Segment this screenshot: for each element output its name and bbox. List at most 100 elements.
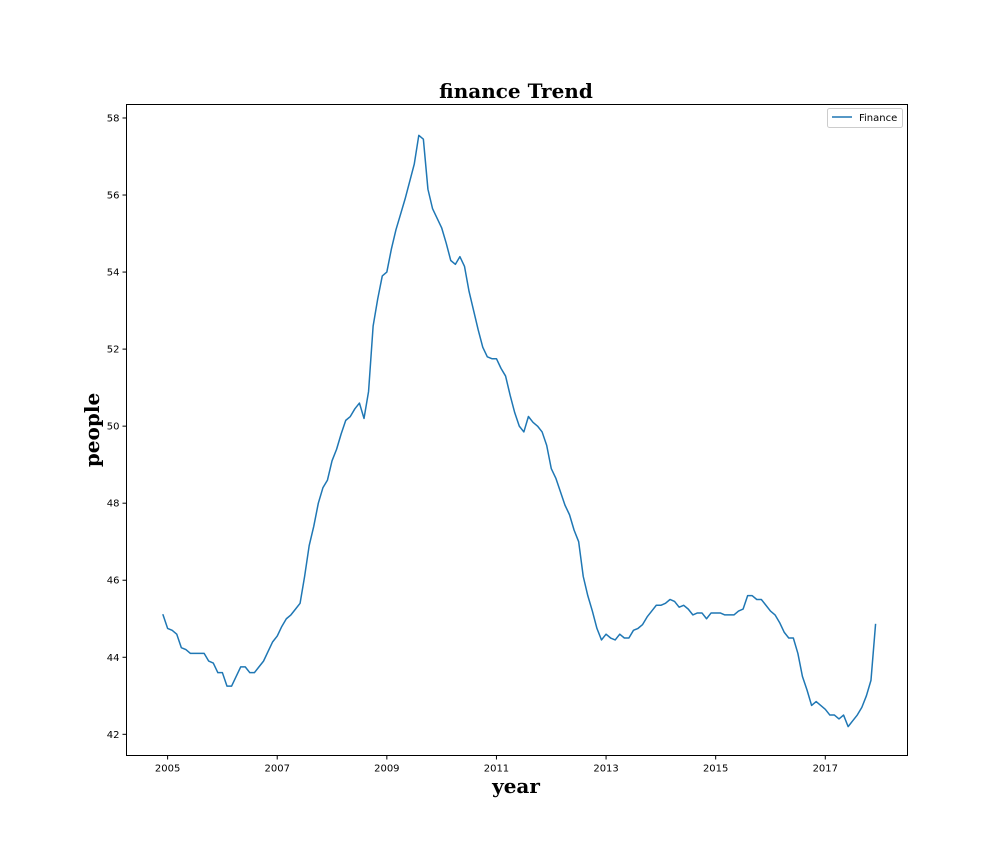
data-point xyxy=(788,637,790,639)
data-point xyxy=(820,705,822,707)
data-point xyxy=(427,188,429,190)
data-point xyxy=(765,604,767,606)
data-point xyxy=(354,408,356,410)
data-point xyxy=(596,628,598,630)
data-point xyxy=(619,633,621,635)
data-point xyxy=(226,685,228,687)
data-point xyxy=(578,541,580,543)
data-point xyxy=(496,358,498,360)
y-axis-label: people xyxy=(80,393,104,467)
data-point xyxy=(423,138,425,140)
data-point xyxy=(697,612,699,614)
data-point xyxy=(715,612,717,614)
x-axis: 2005 2007 2009 2011 2013 2015 2017 xyxy=(155,755,838,775)
x-tick-label: 2015 xyxy=(703,764,728,775)
data-point xyxy=(628,637,630,639)
data-point xyxy=(240,666,242,668)
data-point xyxy=(267,651,269,653)
data-point xyxy=(742,608,744,610)
data-point xyxy=(815,701,817,703)
x-tick-label: 2007 xyxy=(264,764,289,775)
data-point xyxy=(212,662,214,664)
data-point xyxy=(706,618,708,620)
data-point xyxy=(295,608,297,610)
x-tick-label: 2005 xyxy=(155,764,180,775)
data-point xyxy=(231,685,233,687)
y-tick-label: 52 xyxy=(107,345,120,356)
data-point xyxy=(550,468,552,470)
data-point xyxy=(797,653,799,655)
data-point xyxy=(637,628,639,630)
data-point xyxy=(573,529,575,531)
data-point xyxy=(345,420,347,422)
data-point xyxy=(605,633,607,635)
data-point xyxy=(464,265,466,267)
data-point xyxy=(546,445,548,447)
data-point xyxy=(299,603,301,605)
data-point xyxy=(441,227,443,229)
data-point xyxy=(806,689,808,691)
legend-box xyxy=(827,108,903,128)
data-point xyxy=(509,395,511,397)
legend-label-finance: Finance xyxy=(859,113,897,124)
data-point xyxy=(751,595,753,597)
data-point xyxy=(856,714,858,716)
data-point xyxy=(308,545,310,547)
data-point xyxy=(203,653,205,655)
series-line-finance xyxy=(162,134,877,728)
data-point xyxy=(350,416,352,418)
data-point xyxy=(167,628,169,630)
data-point xyxy=(340,433,342,435)
data-point xyxy=(313,526,315,528)
data-point xyxy=(194,653,196,655)
data-point xyxy=(217,672,219,674)
data-point xyxy=(491,358,493,360)
y-tick-label: 56 xyxy=(107,191,120,202)
data-point xyxy=(222,672,224,674)
data-point xyxy=(560,491,562,493)
data-point xyxy=(633,630,635,632)
data-point xyxy=(418,135,420,137)
data-point xyxy=(687,608,689,610)
data-point xyxy=(455,264,457,266)
y-tick-label: 42 xyxy=(107,730,120,741)
plot-frame xyxy=(126,104,908,756)
data-point xyxy=(181,647,183,649)
data-point xyxy=(505,375,507,377)
x-tick-label: 2013 xyxy=(593,764,618,775)
data-point xyxy=(537,425,539,427)
data-point xyxy=(592,610,594,612)
data-point xyxy=(514,412,516,414)
data-point xyxy=(646,616,648,618)
x-tick-label: 2011 xyxy=(484,764,509,775)
data-point xyxy=(377,298,379,300)
chart-title: finance Trend xyxy=(439,79,593,103)
data-point xyxy=(404,198,406,200)
data-point xyxy=(770,610,772,612)
data-point xyxy=(482,346,484,348)
data-point xyxy=(838,718,840,720)
data-point xyxy=(843,714,845,716)
y-tick-label: 46 xyxy=(107,576,120,587)
data-point xyxy=(281,626,283,628)
data-point xyxy=(733,614,735,616)
data-point xyxy=(738,610,740,612)
data-point xyxy=(409,181,411,183)
data-point xyxy=(263,660,265,662)
data-point xyxy=(445,242,447,244)
data-point xyxy=(829,714,831,716)
legend: Finance xyxy=(827,108,903,128)
data-point xyxy=(381,275,383,277)
data-point xyxy=(656,604,658,606)
data-point xyxy=(710,612,712,614)
data-point xyxy=(541,431,543,433)
data-point xyxy=(834,714,836,716)
data-point xyxy=(304,576,306,578)
data-point xyxy=(395,229,397,231)
data-point xyxy=(852,720,854,722)
data-point xyxy=(875,624,877,626)
data-point xyxy=(363,418,365,420)
data-point xyxy=(331,460,333,462)
data-point xyxy=(683,604,685,606)
data-point xyxy=(436,217,438,219)
